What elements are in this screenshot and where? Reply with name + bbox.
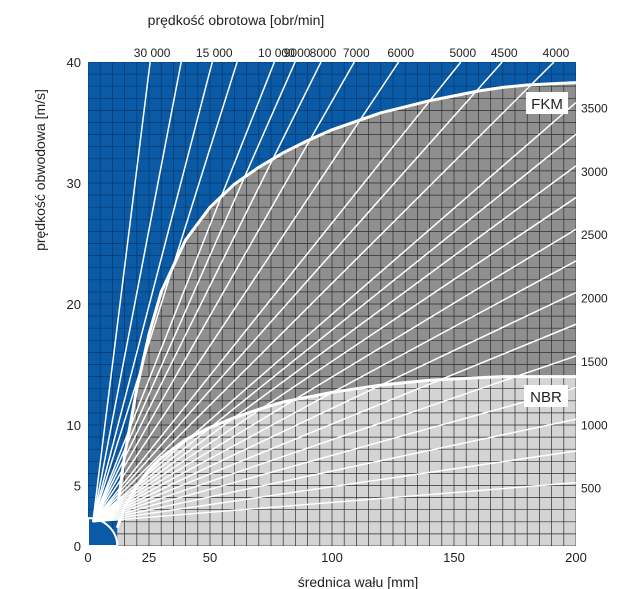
right-speed-label: 3000 — [581, 165, 608, 179]
top-speed-label: 15 000 — [196, 46, 233, 60]
speed-line — [92, 62, 400, 523]
speed-line — [92, 165, 576, 523]
top-speed-label: 8000 — [310, 46, 337, 60]
speed-line — [92, 196, 576, 523]
plot-area — [88, 62, 576, 546]
speed-line — [92, 62, 555, 523]
y-tick-label: 30 — [67, 176, 81, 191]
y-tick-label: 20 — [67, 297, 81, 312]
nbr-label: NBR — [524, 385, 568, 407]
y-tick-label: 5 — [74, 479, 81, 494]
speed-line — [92, 62, 322, 523]
speed-line — [92, 62, 503, 523]
speed-line — [92, 62, 238, 523]
top-speed-label: 9000 — [284, 46, 311, 60]
y-tick-label: 0 — [74, 539, 81, 554]
x-tick-label: 200 — [565, 550, 587, 565]
right-speed-label: 2000 — [581, 292, 608, 306]
speed-line — [92, 386, 576, 523]
x-tick-label: 0 — [84, 550, 91, 565]
fkm-label: FKM — [526, 92, 568, 114]
speed-lines — [92, 62, 576, 523]
right-speed-labels: 3500 3000 2500 2000 1500 1000 500 — [581, 102, 608, 496]
speed-line — [92, 418, 576, 523]
right-speed-label: 3500 — [581, 102, 608, 116]
y-axis-title: prędkość obwodowa [m/s] — [32, 89, 48, 251]
x-tick-label: 50 — [203, 550, 217, 565]
svg-text:FKM: FKM — [531, 96, 563, 113]
speed-line — [92, 101, 576, 523]
speed-line — [92, 62, 182, 522]
fkm-boundary-line — [115, 81, 576, 510]
y-tick-labels: 0 5 10 20 30 40 — [67, 55, 81, 554]
speed-line — [92, 228, 576, 523]
top-axis-title: prędkość obrotowa [obr/min] — [148, 12, 325, 28]
top-speed-label: 6000 — [387, 46, 414, 60]
top-speed-label: 7000 — [343, 46, 370, 60]
top-speed-label: 10 000 — [258, 46, 295, 60]
speed-line — [92, 355, 576, 523]
x-tick-label: 25 — [142, 550, 156, 565]
speed-line — [92, 481, 576, 523]
x-tick-labels: 0 25 50 100 150 200 — [84, 550, 586, 565]
speed-line — [92, 323, 576, 523]
right-speed-label: 1500 — [581, 355, 608, 369]
speed-line — [92, 291, 576, 523]
x-axis-title: średnica wału [mm] — [298, 574, 419, 589]
y-tick-label: 40 — [67, 55, 81, 70]
top-speed-label: 5000 — [449, 46, 476, 60]
top-speed-label: 4000 — [543, 46, 570, 60]
right-speed-label: 500 — [581, 482, 601, 496]
right-speed-label: 1000 — [581, 418, 608, 432]
x-tick-label: 150 — [443, 550, 465, 565]
right-speed-label: 2500 — [581, 228, 608, 242]
speed-line — [92, 62, 276, 523]
x-tick-label: 100 — [321, 550, 343, 565]
speed-line — [92, 133, 576, 523]
y-tick-label: 10 — [67, 418, 81, 433]
speed-line — [92, 62, 462, 523]
top-speed-label: 30 000 — [134, 46, 171, 60]
speed-line — [92, 62, 151, 522]
svg-text:NBR: NBR — [530, 389, 562, 406]
nbr-boundary-line — [115, 375, 576, 529]
speed-line — [92, 450, 576, 523]
top-speed-label: 4500 — [491, 46, 518, 60]
speed-line — [92, 62, 213, 522]
